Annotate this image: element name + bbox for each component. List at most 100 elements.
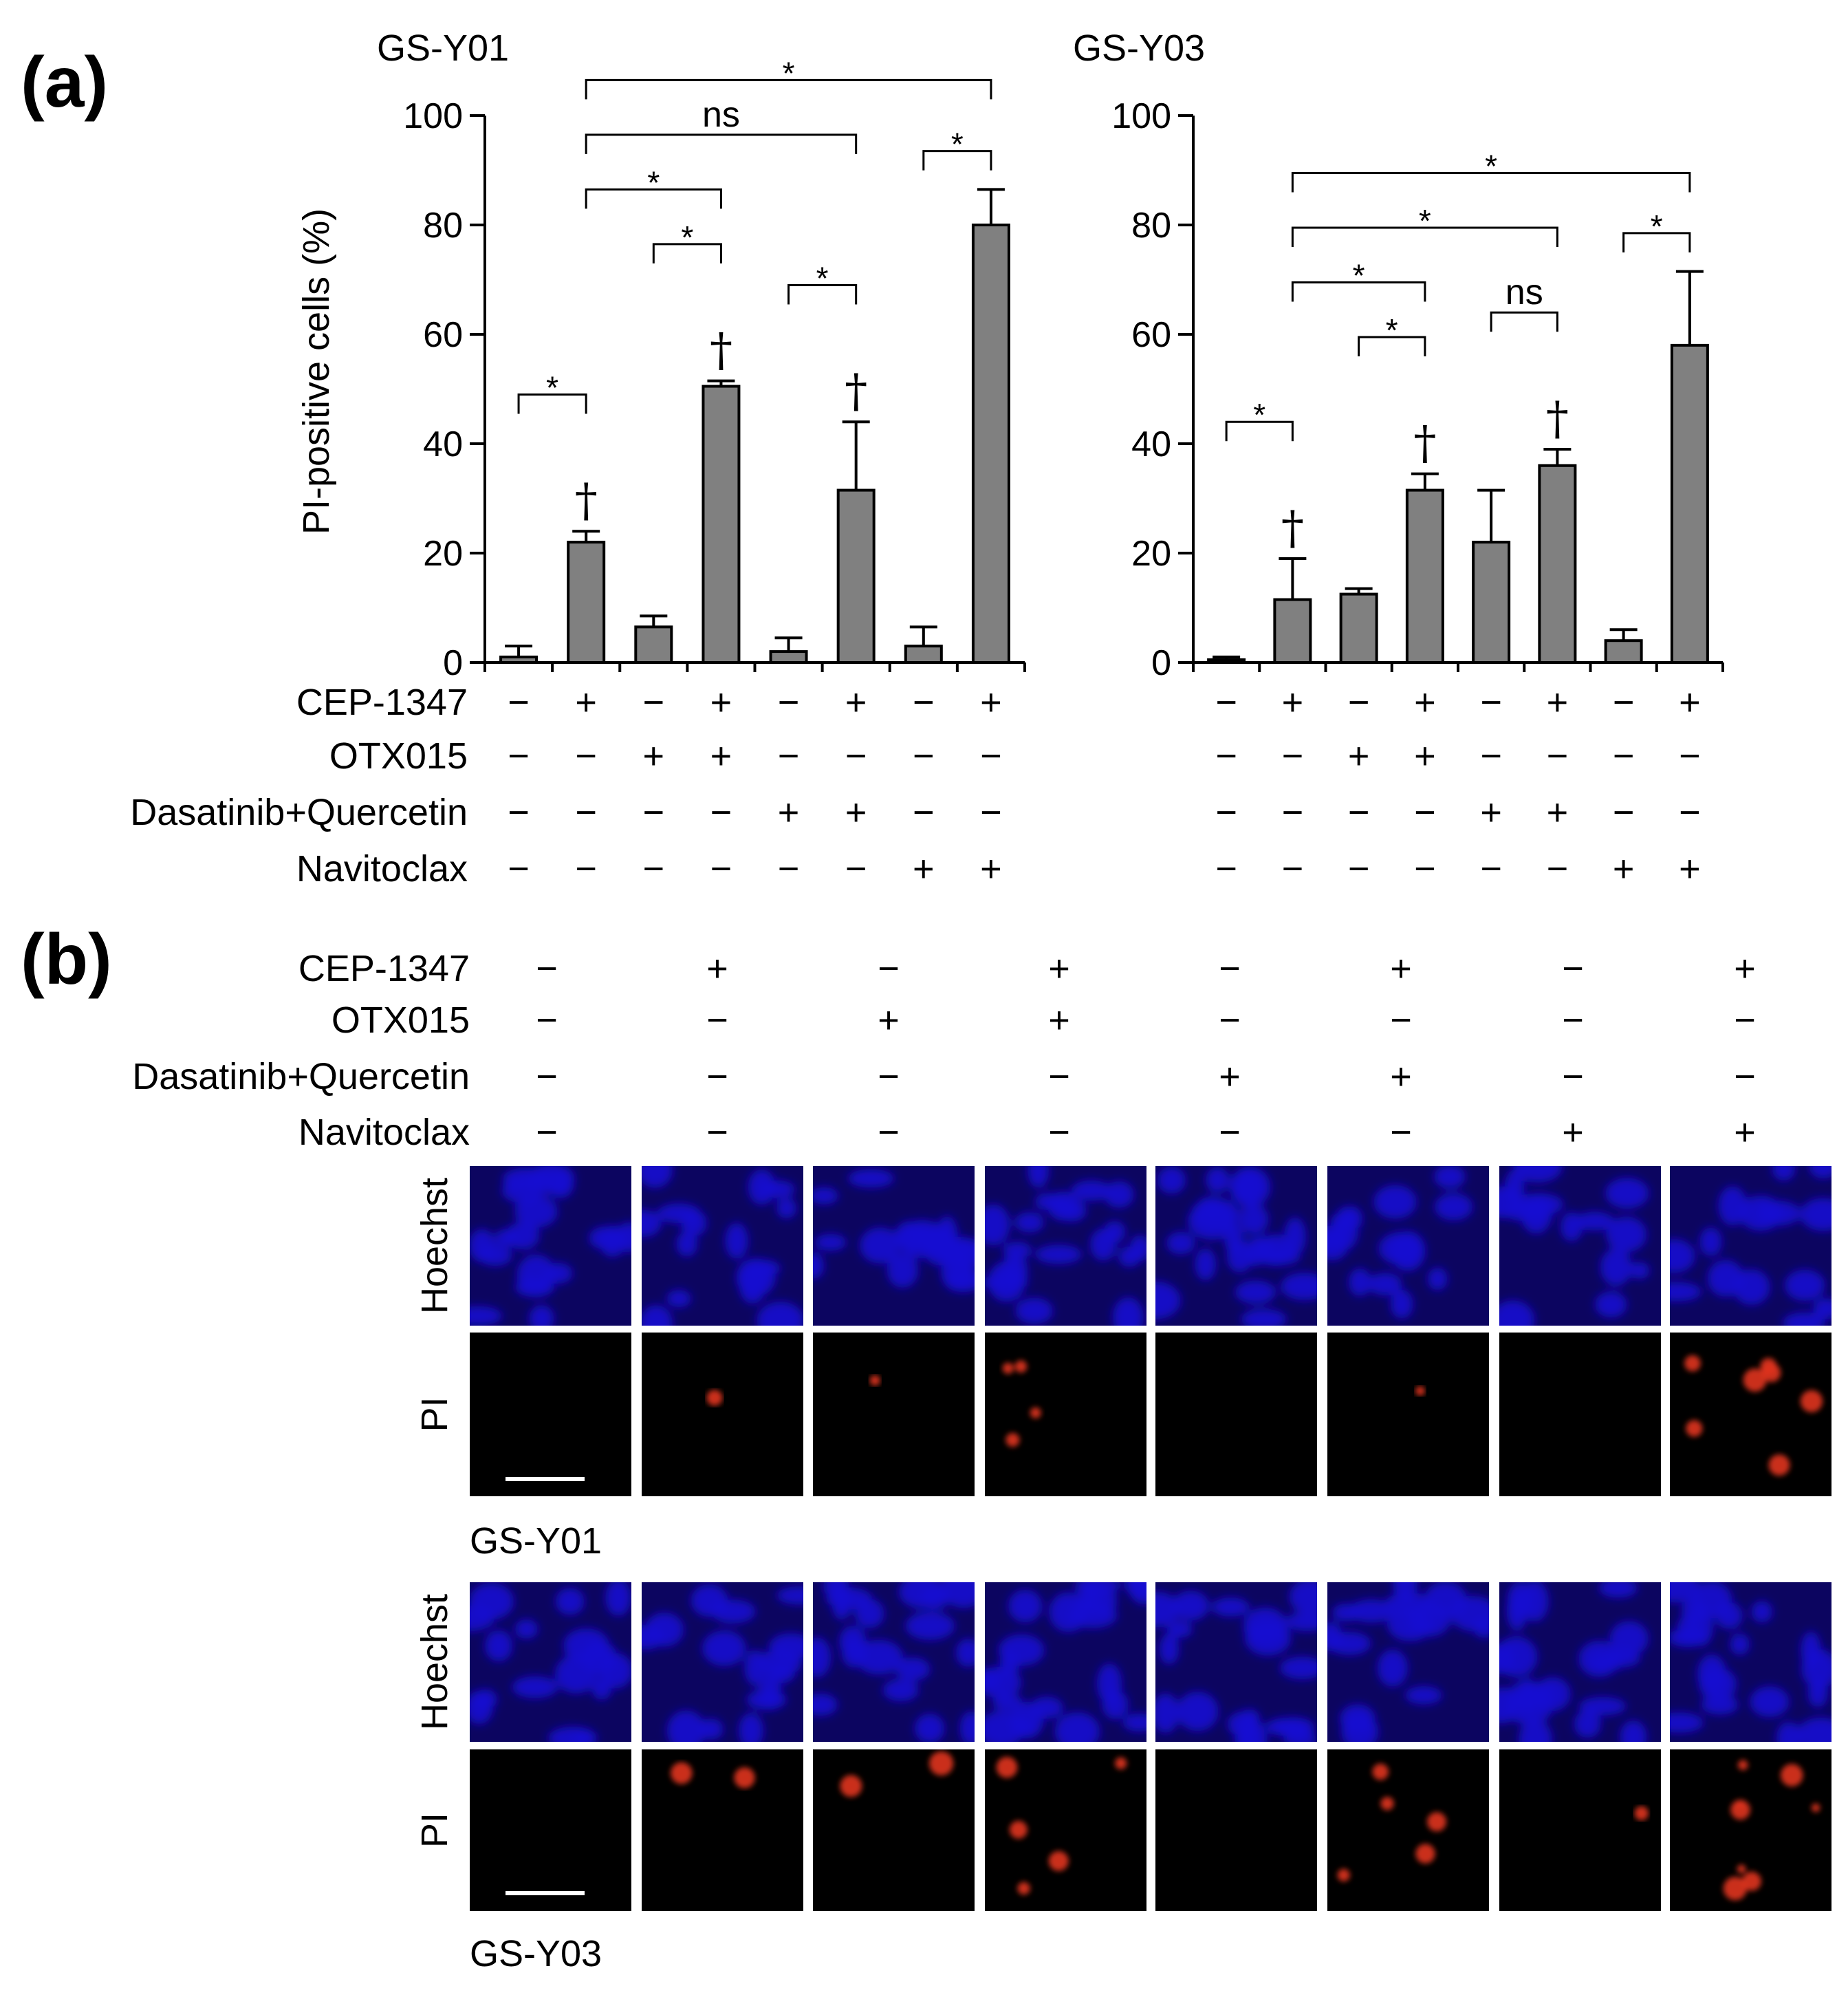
chart-gs-y01: GS-Y01 0 20 40 60 80 100 PI-positive cells (%) †…: [296, 28, 1026, 683]
y-tick-label: 40: [423, 424, 463, 464]
significance-label: *: [681, 219, 693, 255]
treatment-sign: −: [845, 735, 867, 777]
treatment-sign: +: [1679, 682, 1701, 723]
treatment-sign: −: [508, 735, 530, 777]
bar: [1207, 658, 1246, 665]
treatment-sign: +: [1282, 682, 1304, 723]
significance-label: *: [1386, 312, 1398, 348]
y-tick-label: 100: [1111, 96, 1171, 136]
dagger-mark: †: [1546, 392, 1569, 445]
significance-bracket: [1490, 311, 1558, 332]
chart-gs-y03: GS-Y03 0 20 40 60 80 100 † † † * * * ns * * *: [1073, 28, 1724, 683]
bar: [1604, 639, 1643, 665]
y-tick-label: 0: [1151, 643, 1171, 683]
pi-image: [813, 1333, 975, 1496]
treatment-sign: +: [1414, 682, 1436, 723]
pi-image: [985, 1749, 1146, 1911]
treatment-sign: +: [1613, 848, 1635, 889]
pi-image: [470, 1333, 631, 1496]
hoechst-image: [1670, 1166, 1831, 1326]
bar: [1538, 464, 1577, 664]
treatment-sign: +: [980, 848, 1002, 889]
treatment-sign: −: [575, 735, 597, 777]
treatment-sign: −: [1215, 682, 1237, 723]
treatment-sign: −: [643, 848, 665, 889]
y-tick-label: 40: [1131, 424, 1171, 464]
treatment-name: CEP-1347: [296, 682, 468, 723]
pi-image: [1155, 1749, 1317, 1911]
treatment-name: OTX015: [331, 1000, 470, 1041]
significance-bracket: [922, 150, 992, 171]
treatment-sign: −: [778, 848, 800, 889]
bar: [836, 488, 876, 665]
bar: [1405, 488, 1444, 665]
pi-image: [470, 1749, 631, 1911]
treatment-sign: −: [710, 848, 732, 889]
hoechst-image: [1499, 1582, 1661, 1742]
treatment-sign: +: [1734, 948, 1756, 989]
treatment-sign: −: [1480, 735, 1502, 777]
treatment-sign: +: [1562, 1112, 1584, 1153]
treatment-sign: −: [1215, 735, 1237, 777]
treatment-sign: −: [913, 735, 935, 777]
treatment-sign: +: [778, 792, 800, 833]
treatment-sign: −: [878, 948, 900, 989]
y-axis-label: PI-positive cells (%): [296, 208, 337, 535]
pi-image: [1155, 1333, 1317, 1496]
significance-bracket: [585, 188, 722, 209]
treatment-sign: −: [1480, 848, 1502, 889]
significance-label: *: [647, 164, 660, 200]
treatment-name: Dasatinib+Quercetin: [132, 1056, 470, 1097]
treatment-sign: −: [1547, 848, 1569, 889]
hoechst-image: [470, 1582, 631, 1742]
treatment-sign: −: [1215, 848, 1237, 889]
significance-bracket: [652, 243, 722, 263]
treatment-sign: +: [980, 682, 1002, 723]
treatment-sign: −: [643, 682, 665, 723]
treatment-sign: −: [1734, 1056, 1756, 1097]
bar: [567, 541, 606, 664]
treatment-sign: −: [1679, 792, 1701, 833]
treatment-sign: −: [1348, 682, 1370, 723]
chart-title: GS-Y03: [1073, 28, 1205, 69]
treatment-sign: −: [575, 792, 597, 833]
treatment-sign: −: [536, 948, 558, 989]
treatment-sign: +: [1048, 948, 1070, 989]
treatment-table-b: CEP-1347 − + − + − + − + OTX015 − − + + − − − − Dasatinib+…: [132, 948, 1756, 1153]
panel-a-label: (a): [21, 43, 108, 122]
microscopy-grid: GS-Y01 Hoechst PI GS-Y03 Hoechst PI: [414, 1166, 1831, 1974]
bar: [1670, 343, 1709, 664]
pi-image: [642, 1749, 803, 1911]
pi-image: [1327, 1749, 1489, 1911]
significance-bracket: [585, 78, 992, 100]
pi-image: [813, 1749, 975, 1911]
treatment-sign: −: [1048, 1056, 1070, 1097]
cell-line-label: GS-Y01: [470, 1520, 602, 1562]
y-tick-label: 80: [423, 206, 463, 246]
treatment-sign: −: [1613, 735, 1635, 777]
significance-bracket: [1225, 420, 1294, 442]
treatment-sign: −: [1414, 848, 1436, 889]
treatment-sign: +: [1679, 848, 1701, 889]
treatment-sign: −: [1219, 948, 1241, 989]
treatment-sign: +: [710, 735, 732, 777]
hoechst-image: [1155, 1582, 1317, 1742]
row-label: Hoechst: [414, 1594, 455, 1730]
treatment-sign: −: [1562, 1056, 1584, 1097]
hoechst-image: [1155, 1166, 1317, 1326]
treatment-sign: +: [1547, 682, 1569, 723]
treatment-sign: −: [778, 682, 800, 723]
treatment-sign: −: [508, 682, 530, 723]
treatment-sign: −: [1613, 682, 1635, 723]
treatment-sign: −: [536, 1000, 558, 1041]
treatment-sign: −: [1282, 735, 1304, 777]
dagger-mark: †: [710, 324, 732, 377]
treatment-sign: −: [1348, 848, 1370, 889]
dagger-mark: †: [575, 474, 598, 527]
pi-image: [642, 1333, 803, 1496]
treatment-sign: −: [508, 848, 530, 889]
significance-label: *: [816, 260, 829, 296]
hoechst-image: [1327, 1166, 1489, 1326]
treatment-sign: −: [913, 682, 935, 723]
y-tick-label: 20: [1131, 534, 1171, 574]
